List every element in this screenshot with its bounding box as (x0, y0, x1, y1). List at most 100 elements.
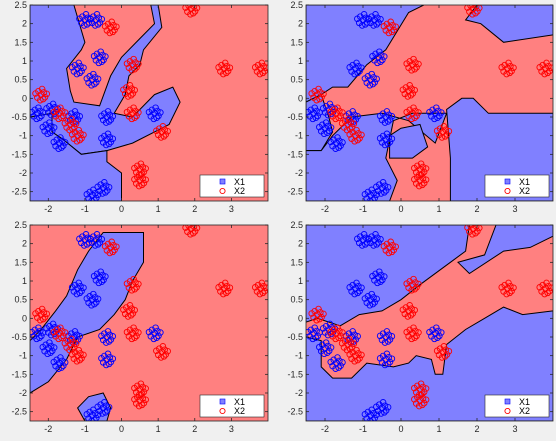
point-x1 (363, 239, 371, 246)
point-x2 (224, 287, 232, 295)
point-x1 (153, 334, 160, 341)
y-tick-label: 1 (298, 56, 303, 66)
point-x2 (313, 316, 320, 324)
point-x2 (50, 108, 58, 116)
x-tick-label: 0 (398, 204, 403, 214)
point-x2 (388, 248, 396, 256)
point-x1 (82, 231, 90, 238)
point-x2 (159, 343, 167, 350)
point-x2 (140, 168, 148, 176)
point-x2 (313, 96, 320, 104)
point-x1 (60, 142, 67, 149)
point-x1 (90, 406, 97, 414)
point-x1 (319, 105, 327, 112)
point-x1 (90, 290, 97, 298)
y-tick-label: 2.5 (14, 220, 27, 230)
x-tick-label: 1 (436, 424, 441, 434)
point-x2 (419, 401, 426, 409)
point-x2 (474, 228, 481, 235)
point-x2 (498, 284, 505, 291)
point-x2 (41, 93, 49, 101)
point-x1 (372, 231, 379, 238)
point-x1 (339, 139, 346, 146)
point-x2 (335, 114, 342, 121)
point-x2 (135, 60, 142, 68)
legend-marker-x1 (219, 178, 226, 185)
point-x1 (377, 410, 385, 417)
point-x1 (58, 364, 65, 371)
point-x2 (411, 65, 418, 73)
point-x2 (131, 86, 138, 94)
point-x1 (306, 328, 312, 336)
point-x2 (411, 306, 418, 314)
point-x1 (50, 138, 58, 146)
point-x2 (128, 335, 136, 343)
point-x1 (76, 15, 83, 23)
point-x1 (366, 82, 374, 89)
point-x2 (60, 112, 67, 120)
point-x1 (43, 105, 50, 112)
point-x2 (510, 284, 517, 291)
point-x1 (91, 196, 98, 201)
point-x1 (434, 334, 441, 341)
point-x1 (91, 22, 99, 29)
point-x1 (376, 112, 384, 120)
point-x2 (354, 136, 361, 144)
point-x1 (33, 115, 40, 123)
point-x1 (61, 359, 69, 366)
point-x2 (130, 104, 137, 111)
y-tick-label: -1 (19, 131, 27, 141)
y-tick-label: 2 (22, 19, 27, 29)
x-tick-label: 2 (192, 424, 197, 434)
point-x1 (350, 338, 358, 345)
point-x2 (408, 67, 415, 74)
point-x2 (411, 384, 418, 392)
point-x2 (471, 225, 477, 227)
y-tick-label: 1.5 (14, 37, 27, 47)
x-tick-label: -1 (359, 204, 367, 214)
point-x2 (135, 171, 143, 179)
point-x2 (546, 287, 553, 295)
point-x1 (90, 52, 98, 60)
point-x2 (408, 115, 415, 123)
point-x2 (261, 67, 268, 75)
point-x1 (368, 406, 375, 414)
point-x1 (98, 235, 106, 243)
point-x1 (388, 333, 396, 340)
point-x1 (98, 355, 105, 362)
point-x2 (131, 114, 138, 121)
point-x2 (131, 176, 138, 183)
point-x2 (43, 90, 51, 98)
point-x1 (377, 235, 384, 243)
point-x2 (251, 64, 259, 71)
point-x2 (128, 67, 136, 74)
point-x1 (35, 324, 42, 331)
point-x1 (80, 22, 88, 29)
point-x1 (38, 112, 45, 120)
point-x1 (61, 139, 69, 146)
point-x2 (472, 229, 479, 237)
point-x1 (78, 67, 85, 75)
point-x2 (346, 351, 353, 358)
point-x1 (102, 141, 110, 149)
point-x1 (30, 328, 36, 336)
point-x1 (94, 191, 102, 198)
y-tick-label: 2 (22, 239, 27, 249)
point-x2 (106, 249, 114, 257)
point-x2 (120, 86, 127, 93)
point-x2 (191, 228, 199, 235)
point-x1 (438, 329, 445, 336)
point-x2 (129, 310, 137, 317)
point-x1 (352, 336, 360, 343)
point-x2 (126, 302, 134, 309)
point-x2 (353, 346, 360, 354)
point-x1 (388, 113, 396, 120)
point-x1 (44, 350, 51, 358)
point-x2 (160, 133, 168, 140)
y-tick-label: -2 (19, 388, 27, 398)
point-x2 (433, 127, 441, 135)
point-x2 (387, 238, 394, 246)
point-x1 (386, 358, 394, 366)
point-x2 (471, 5, 477, 7)
y-tick-label: -2 (19, 168, 27, 178)
